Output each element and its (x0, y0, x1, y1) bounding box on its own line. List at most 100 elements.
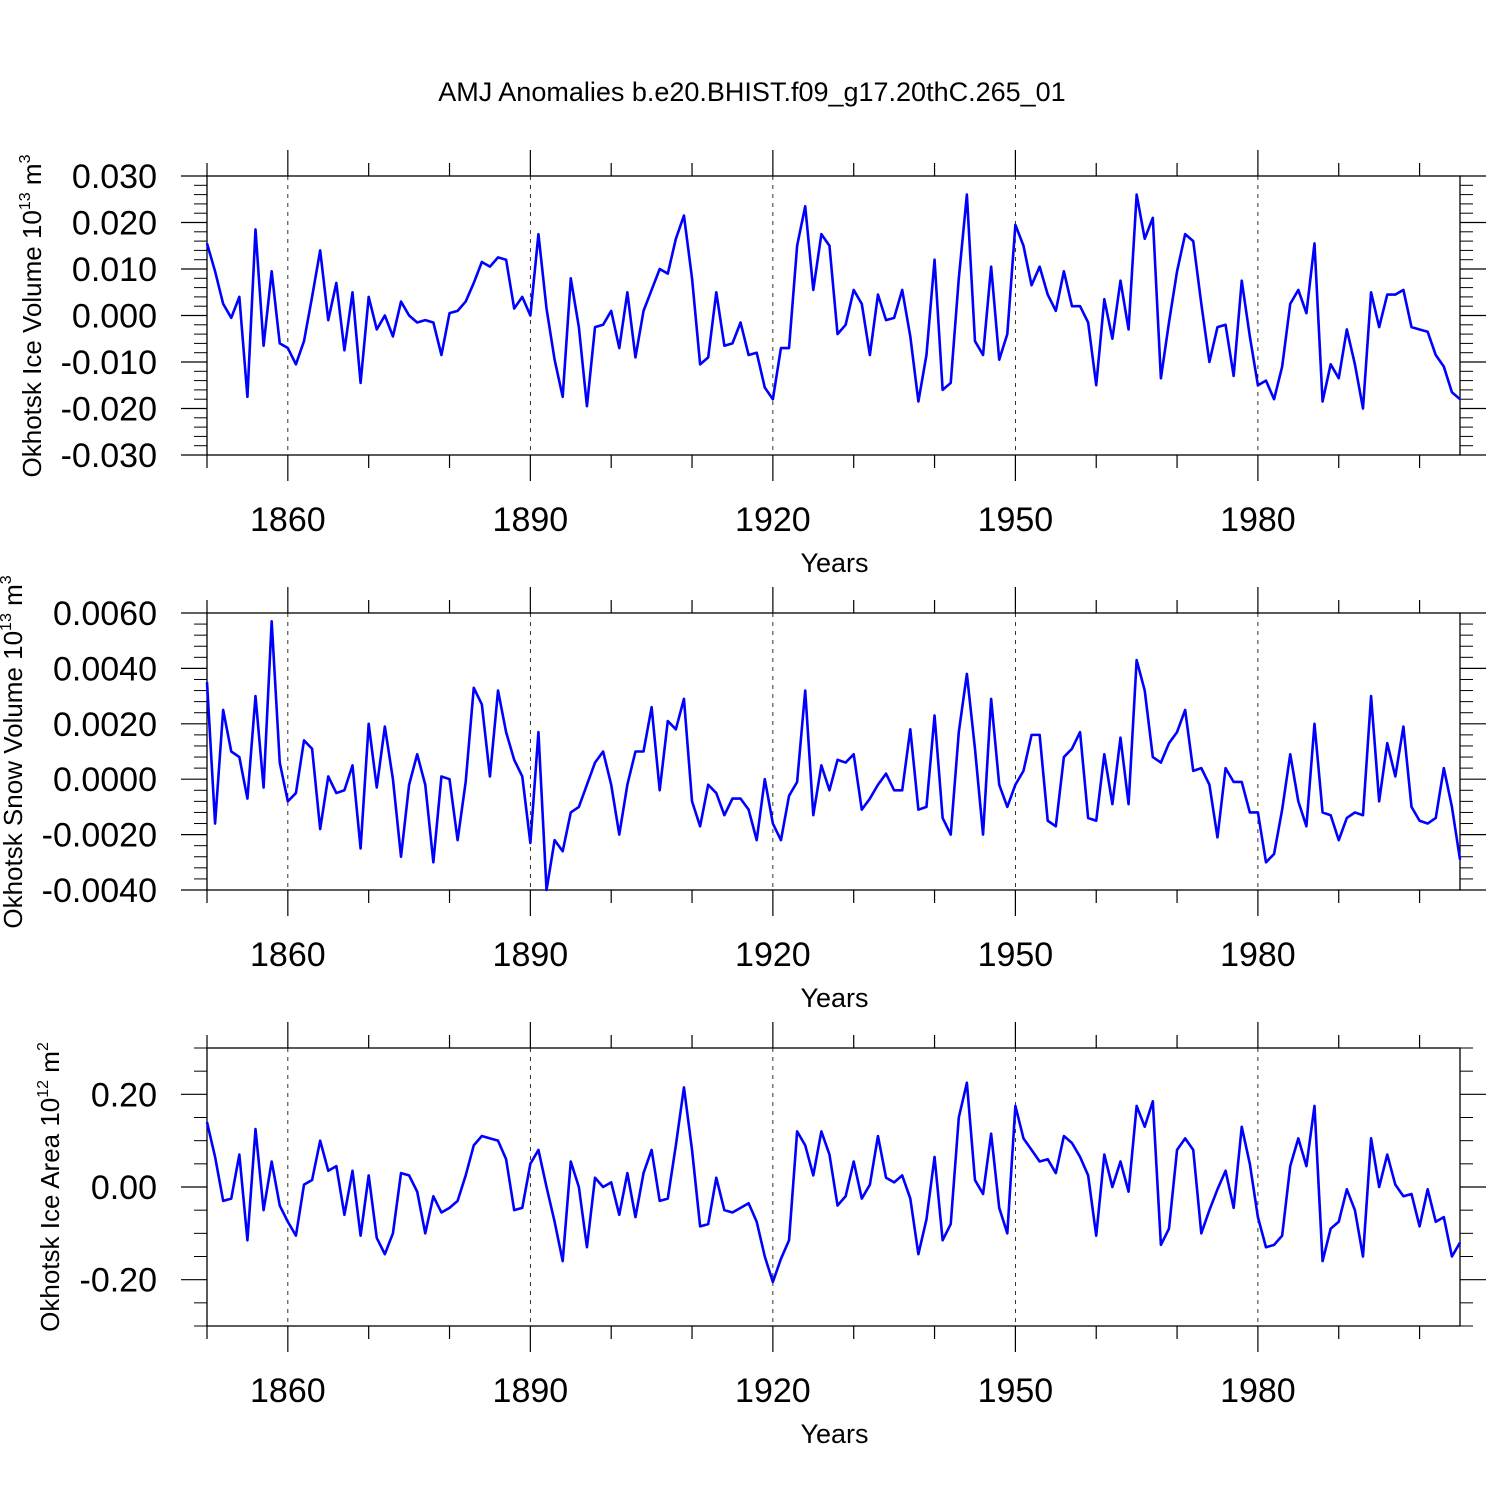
data-point (1346, 817, 1348, 819)
data-point (1063, 1135, 1065, 1137)
x-axis-label: Years (800, 983, 868, 1013)
data-point (877, 1135, 879, 1137)
data-point (481, 261, 483, 263)
data-point (529, 842, 532, 844)
data-point (1119, 1160, 1122, 1163)
data-point (731, 342, 734, 345)
data-point (432, 321, 435, 324)
data-point (1208, 361, 1211, 363)
data-point (723, 814, 726, 817)
data-point (1168, 321, 1170, 324)
data-point (820, 764, 823, 767)
y-axis-label: Okhotsk Ice Area 1012 m2 (35, 1042, 65, 1332)
data-point (1071, 305, 1073, 308)
data-point (521, 296, 524, 298)
y-label-text: Okhotsk Ice Volume 10 (17, 210, 47, 477)
data-point (319, 249, 321, 252)
data-point (1135, 659, 1138, 661)
data-point (440, 354, 443, 356)
data-point (1176, 1149, 1178, 1151)
data-point (707, 356, 709, 359)
data-point (650, 1149, 653, 1151)
data-point (1216, 326, 1219, 328)
y-tick-label: -0.010 (61, 344, 157, 382)
data-point (319, 828, 321, 830)
data-point (375, 1237, 378, 1239)
data-point (1232, 781, 1235, 783)
data-point (553, 1220, 556, 1223)
data-point (998, 783, 1001, 786)
data-point (763, 1255, 766, 1258)
data-point (1038, 734, 1041, 736)
data-point (553, 358, 556, 361)
data-point (1321, 400, 1324, 403)
data-point (1111, 803, 1114, 805)
data-point (747, 808, 750, 811)
data-point (489, 265, 491, 268)
data-point (456, 310, 459, 312)
chart-panel-snow-volume: 1860 1890 1920 1950 1980 -0.0040 -0.0020 0.0000… (0, 575, 1486, 1013)
data-point (796, 244, 798, 247)
data-point (1434, 817, 1437, 819)
data-point (238, 296, 241, 298)
data-point (561, 396, 564, 398)
data-point (699, 363, 701, 366)
data-point (367, 296, 370, 298)
data-point (1184, 709, 1186, 711)
data-point (691, 800, 693, 803)
y-label-unit-exponent: 3 (17, 154, 34, 163)
data-point (1087, 817, 1089, 819)
y-label-text: Okhotsk Snow Volume 10 (0, 631, 28, 929)
data-point (1257, 811, 1259, 814)
data-point (400, 855, 402, 858)
data-point (1337, 1220, 1340, 1223)
data-point (1192, 770, 1195, 772)
y-label-exponent: 12 (35, 1080, 52, 1098)
data-point (1119, 736, 1122, 739)
data-point (1354, 1209, 1356, 1211)
data-point (343, 1214, 346, 1216)
data-point (885, 772, 887, 775)
data-point (658, 789, 661, 792)
data-point (1273, 1244, 1275, 1246)
data-point (901, 789, 904, 792)
y-label-text: Okhotsk Ice Area 10 (35, 1098, 65, 1332)
data-point (1354, 811, 1356, 814)
data-point (537, 233, 540, 235)
data-point (1378, 326, 1380, 328)
data-point (739, 1207, 742, 1209)
data-point (1176, 270, 1178, 273)
data-point (246, 396, 249, 398)
data-point (545, 307, 548, 310)
data-point (408, 783, 410, 786)
data-point (569, 1160, 572, 1163)
data-point (634, 1216, 637, 1218)
data-point (1289, 753, 1292, 756)
data-point (844, 1195, 847, 1198)
data-point (1095, 1234, 1098, 1237)
data-point (1232, 375, 1235, 377)
data-point (1265, 861, 1267, 864)
data-point (1273, 398, 1275, 401)
data-point (1434, 354, 1437, 356)
data-point (820, 1130, 823, 1133)
data-point (1386, 742, 1389, 744)
data-point (505, 731, 507, 733)
data-point (966, 1081, 968, 1084)
data-point (917, 1253, 920, 1255)
data-point (917, 808, 920, 811)
data-point (1426, 330, 1429, 333)
data-point (206, 681, 208, 684)
data-point (1022, 244, 1025, 247)
data-point (1434, 1220, 1437, 1223)
data-point (1111, 337, 1114, 340)
data-point (214, 822, 216, 825)
data-point (230, 1197, 233, 1200)
y-tick-label: 0.0060 (53, 595, 157, 633)
data-point (262, 786, 265, 789)
data-point (359, 382, 362, 384)
data-point (1386, 1153, 1389, 1156)
data-point (1240, 781, 1243, 783)
data-point (278, 1204, 281, 1207)
data-point (594, 1176, 596, 1179)
